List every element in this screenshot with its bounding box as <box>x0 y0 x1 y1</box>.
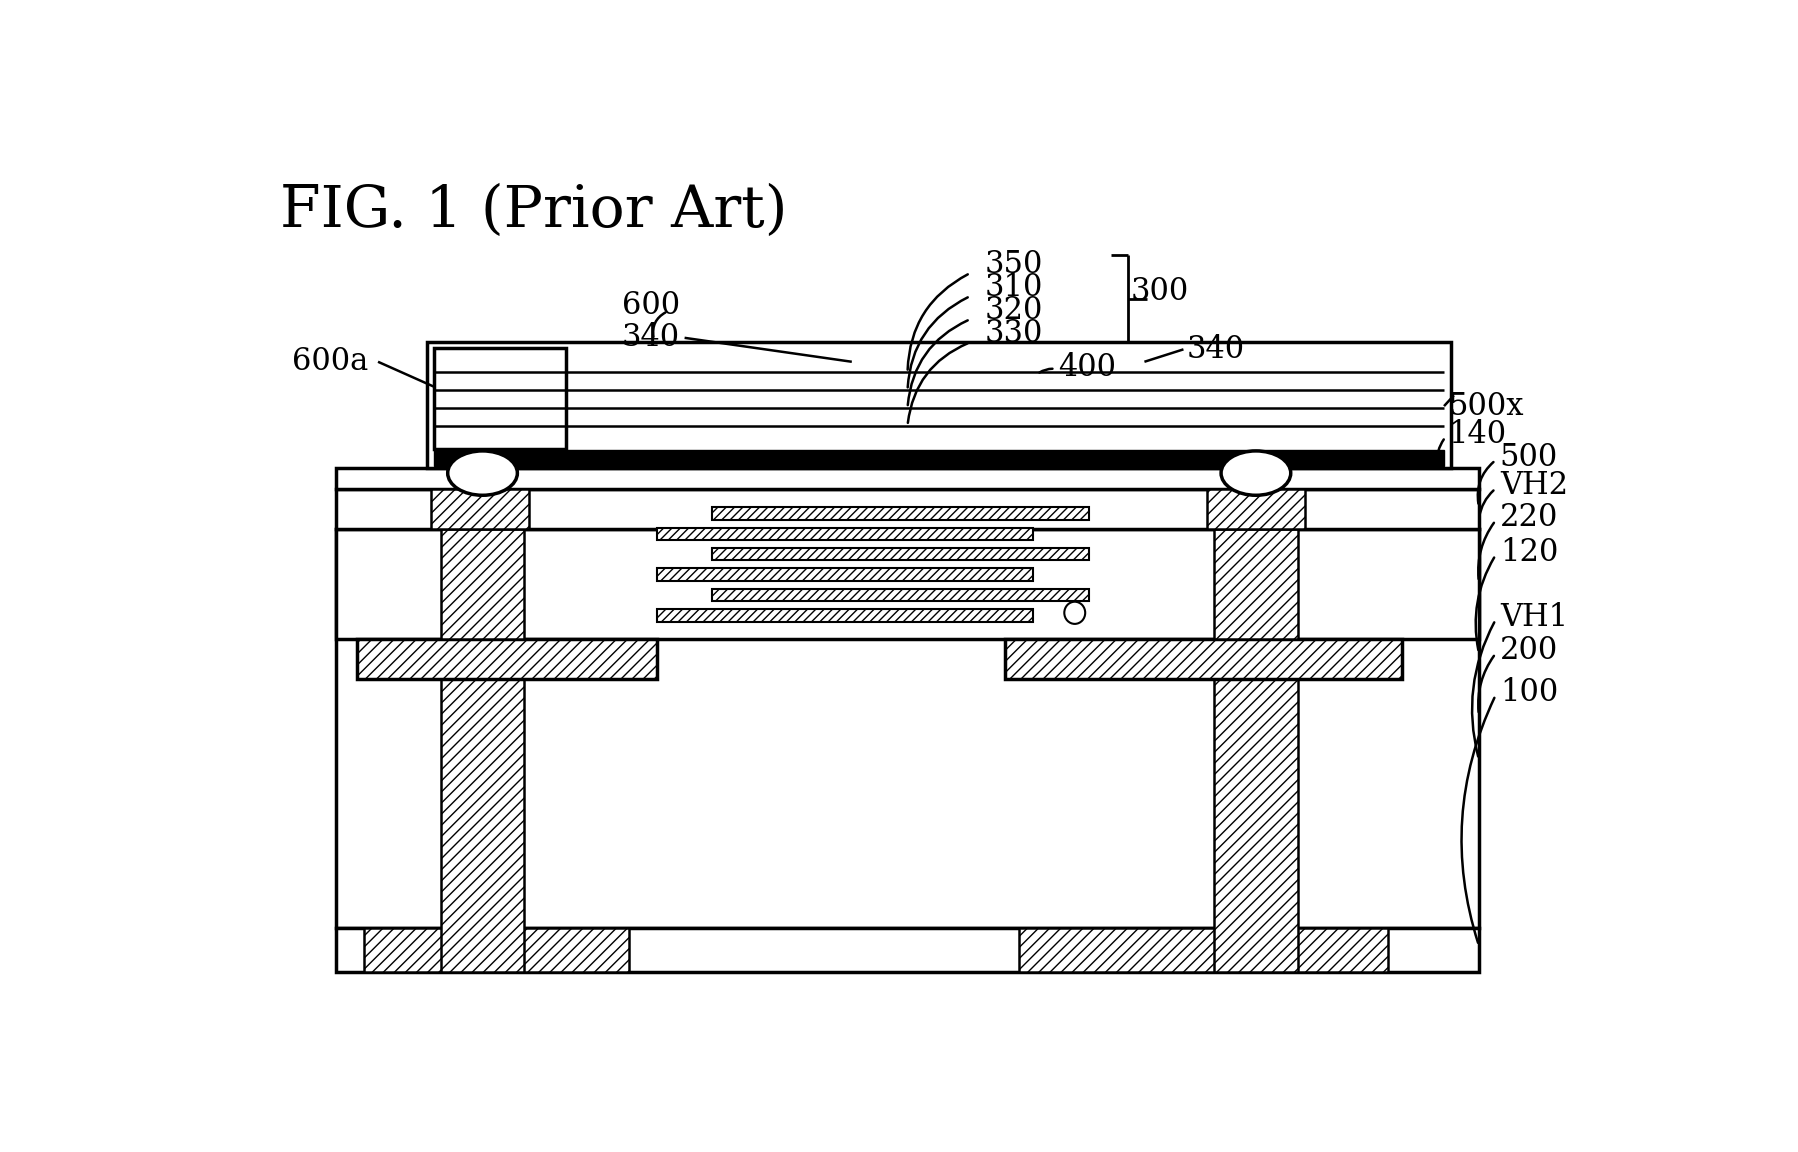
Bar <box>358 639 656 680</box>
Text: 340: 340 <box>622 323 680 354</box>
Bar <box>441 529 525 639</box>
Text: 120: 120 <box>1500 537 1559 568</box>
Bar <box>1019 927 1388 972</box>
Bar <box>712 507 1090 520</box>
Bar <box>1244 472 1268 488</box>
Bar <box>712 589 1090 601</box>
Bar <box>336 529 1478 639</box>
Text: 330: 330 <box>984 318 1043 349</box>
Text: 350: 350 <box>984 249 1043 280</box>
Bar <box>1206 488 1305 529</box>
Bar <box>336 529 1478 927</box>
Bar <box>336 468 1478 488</box>
Text: 100: 100 <box>1500 677 1559 708</box>
Bar <box>432 488 529 529</box>
Bar <box>363 927 629 972</box>
Circle shape <box>1221 450 1291 495</box>
Bar <box>656 568 1032 581</box>
Text: 200: 200 <box>1500 636 1559 667</box>
Text: 500: 500 <box>1500 442 1559 473</box>
Bar <box>469 472 494 488</box>
Text: 600a: 600a <box>291 347 369 377</box>
Text: FIG. 1 (Prior Art): FIG. 1 (Prior Art) <box>280 183 788 238</box>
Bar <box>426 342 1451 468</box>
Bar <box>1214 529 1298 639</box>
Text: 140: 140 <box>1447 419 1507 450</box>
Text: 300: 300 <box>1131 276 1188 308</box>
Text: 320: 320 <box>984 295 1043 326</box>
Text: 310: 310 <box>984 272 1043 303</box>
Text: 600: 600 <box>622 289 680 320</box>
Text: VH2: VH2 <box>1500 470 1568 501</box>
Text: 500x: 500x <box>1447 391 1523 422</box>
Bar <box>433 450 1444 467</box>
Bar <box>656 609 1032 622</box>
Bar <box>656 528 1032 540</box>
Ellipse shape <box>1064 601 1086 624</box>
Bar <box>1214 680 1298 972</box>
Text: 400: 400 <box>1057 351 1117 382</box>
Bar <box>336 488 1478 529</box>
Bar <box>336 927 1478 972</box>
Text: VH1: VH1 <box>1500 601 1568 632</box>
Text: 340: 340 <box>1187 334 1244 365</box>
Text: 220: 220 <box>1500 502 1559 533</box>
Bar <box>712 548 1090 561</box>
Bar <box>1005 639 1402 680</box>
Circle shape <box>448 450 518 495</box>
Bar <box>441 680 525 972</box>
Bar <box>433 348 566 448</box>
